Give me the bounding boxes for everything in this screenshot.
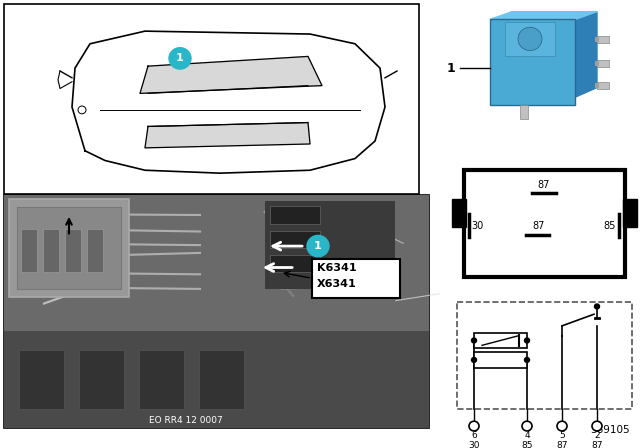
Polygon shape [575,12,597,97]
Bar [4,331,429,428]
Bar [457,302,632,409]
Bar [4,194,429,428]
Text: 85: 85 [521,441,532,448]
Text: 87: 87 [538,180,550,190]
Circle shape [472,358,477,362]
Bar [4,194,429,428]
Bar [270,255,320,272]
Bar [452,165,637,282]
Polygon shape [145,123,310,148]
Bar [87,228,103,272]
Text: EO RR4 12 0007: EO RR4 12 0007 [149,416,223,425]
Text: 2: 2 [594,431,600,440]
Text: 30: 30 [468,441,480,448]
Bar [520,105,528,119]
Bar [452,199,466,227]
Bar [9,199,129,297]
Text: 369105: 369105 [590,425,630,435]
Text: 1: 1 [314,241,322,251]
Bar [79,350,124,409]
Circle shape [557,421,567,431]
Bar [597,36,609,43]
Circle shape [525,338,529,343]
Bar [623,199,637,227]
Bar [265,201,395,289]
Bar [270,206,320,224]
Text: 87: 87 [533,221,545,231]
Circle shape [592,421,602,431]
Text: 6: 6 [471,431,477,440]
Circle shape [595,304,600,309]
Text: 85: 85 [604,221,616,231]
Bar [490,19,575,105]
Circle shape [525,358,529,362]
Polygon shape [72,31,385,173]
Bar [474,352,527,368]
Bar [597,82,609,89]
Polygon shape [490,12,597,19]
Bar [21,228,37,272]
Bar [139,350,184,409]
Bar [19,350,64,409]
Bar [312,259,400,297]
Bar [43,228,59,272]
Text: 4: 4 [524,431,530,440]
Bar [595,61,599,66]
Bar [505,22,555,56]
Bar [595,83,599,87]
Bar [4,4,419,194]
Circle shape [307,235,329,257]
Polygon shape [140,56,322,93]
Text: X6341: X6341 [317,279,356,289]
Circle shape [472,338,477,343]
Bar [595,37,599,42]
Bar [455,4,635,130]
Bar [597,60,609,67]
Circle shape [469,421,479,431]
Bar [17,207,121,289]
Text: 30: 30 [471,221,483,231]
Bar [65,228,81,272]
Text: 1: 1 [446,61,455,75]
Bar [452,297,637,443]
Bar [199,350,244,409]
Circle shape [518,27,542,51]
Bar [270,231,320,248]
Text: 87: 87 [556,441,568,448]
Text: K6341: K6341 [317,263,356,273]
Circle shape [169,47,191,69]
Text: 5: 5 [559,431,565,440]
Text: 87: 87 [591,441,603,448]
Bar [464,170,625,277]
Text: 1: 1 [176,53,184,63]
Bar [474,333,527,348]
Circle shape [522,421,532,431]
